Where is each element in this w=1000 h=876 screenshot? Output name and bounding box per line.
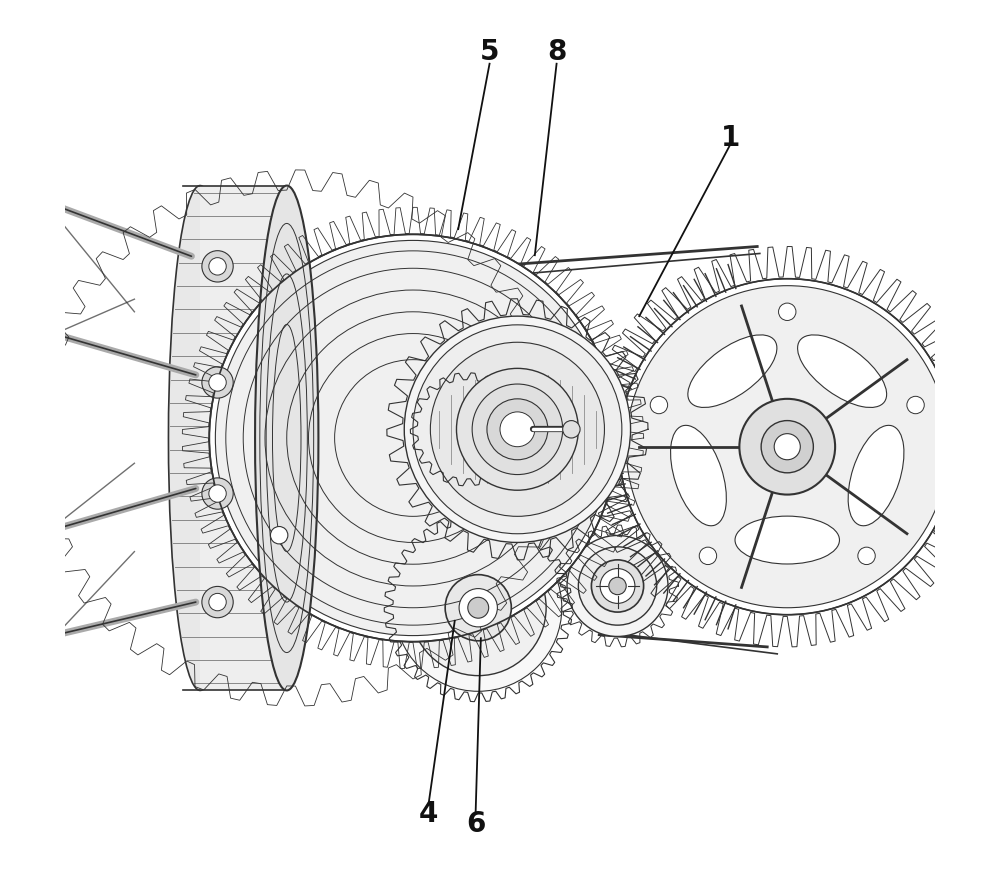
Circle shape — [459, 589, 497, 627]
Circle shape — [650, 396, 668, 413]
Circle shape — [538, 332, 555, 350]
Circle shape — [567, 535, 668, 637]
Text: 5: 5 — [480, 38, 499, 66]
Circle shape — [31, 526, 46, 541]
Circle shape — [761, 420, 813, 473]
Circle shape — [739, 399, 835, 495]
Ellipse shape — [688, 335, 777, 407]
Ellipse shape — [735, 516, 839, 564]
Circle shape — [48, 198, 64, 214]
Circle shape — [626, 286, 948, 608]
Text: 1: 1 — [721, 124, 740, 152]
Circle shape — [468, 597, 489, 618]
Circle shape — [858, 548, 875, 564]
Circle shape — [600, 569, 635, 604]
Circle shape — [430, 343, 604, 516]
Circle shape — [270, 526, 288, 544]
Circle shape — [500, 412, 535, 447]
Circle shape — [774, 434, 800, 460]
Circle shape — [209, 374, 226, 392]
Circle shape — [209, 234, 617, 642]
Circle shape — [410, 540, 546, 675]
Circle shape — [487, 399, 548, 460]
Circle shape — [202, 251, 233, 282]
Circle shape — [202, 586, 233, 618]
Circle shape — [215, 240, 611, 636]
Circle shape — [591, 560, 644, 612]
Circle shape — [413, 325, 622, 533]
Ellipse shape — [848, 426, 904, 526]
Circle shape — [456, 369, 578, 491]
Circle shape — [472, 384, 563, 475]
Circle shape — [202, 367, 233, 398]
Ellipse shape — [671, 426, 726, 526]
Text: 8: 8 — [547, 38, 566, 66]
Circle shape — [48, 627, 64, 643]
Text: 4: 4 — [419, 800, 438, 828]
Circle shape — [395, 524, 562, 691]
Text: 6: 6 — [466, 810, 485, 838]
Circle shape — [419, 381, 515, 477]
Circle shape — [209, 593, 226, 611]
Circle shape — [209, 484, 226, 502]
Circle shape — [907, 396, 924, 413]
Circle shape — [619, 279, 955, 615]
Circle shape — [699, 548, 717, 564]
Circle shape — [40, 324, 55, 340]
Ellipse shape — [798, 335, 887, 407]
Circle shape — [779, 303, 796, 321]
Circle shape — [563, 420, 580, 438]
Circle shape — [202, 478, 233, 509]
Circle shape — [209, 258, 226, 275]
Circle shape — [609, 577, 626, 595]
Circle shape — [404, 316, 631, 542]
Circle shape — [578, 547, 657, 625]
Circle shape — [445, 575, 511, 641]
Polygon shape — [200, 186, 287, 690]
Ellipse shape — [168, 186, 232, 690]
Ellipse shape — [255, 186, 318, 690]
